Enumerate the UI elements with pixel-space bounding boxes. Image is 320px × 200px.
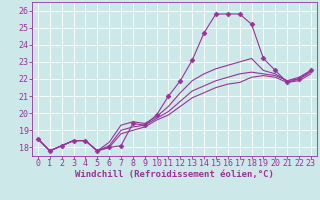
X-axis label: Windchill (Refroidissement éolien,°C): Windchill (Refroidissement éolien,°C) [75, 170, 274, 179]
